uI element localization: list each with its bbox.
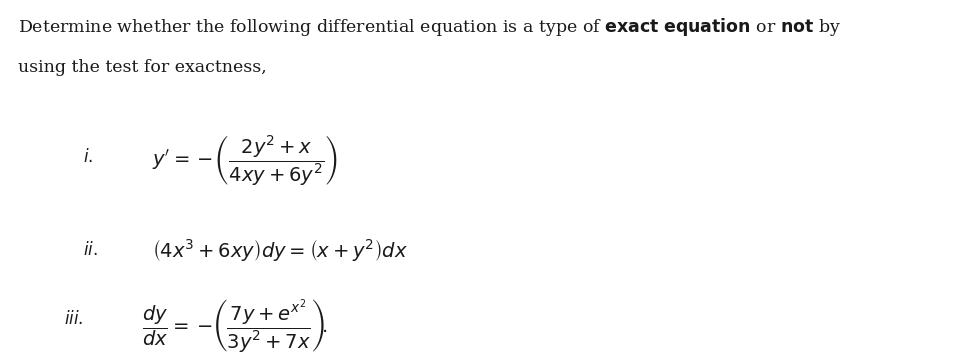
Text: $y^{\prime}=-\!\left(\dfrac{2y^2+x}{4xy+6y^2}\right)$: $y^{\prime}=-\!\left(\dfrac{2y^2+x}{4xy+… (152, 133, 338, 187)
Text: Determine whether the following differential equation is a type of $\bf{exact\ e: Determine whether the following differen… (18, 16, 841, 38)
Text: using the test for exactness,: using the test for exactness, (18, 59, 267, 76)
Text: $\dfrac{dy}{dx}=-\!\left(\dfrac{7y+e^{x^2}}{3y^2+7x}\right)\!.$: $\dfrac{dy}{dx}=-\!\left(\dfrac{7y+e^{x^… (142, 297, 328, 354)
Text: $iii.$: $iii.$ (64, 310, 83, 328)
Text: $ii.$: $ii.$ (83, 241, 98, 259)
Text: $\left(4x^3+6xy\right)dy=\left(x+y^2\right)dx$: $\left(4x^3+6xy\right)dy=\left(x+y^2\rig… (152, 237, 408, 263)
Text: $i.$: $i.$ (83, 148, 93, 166)
